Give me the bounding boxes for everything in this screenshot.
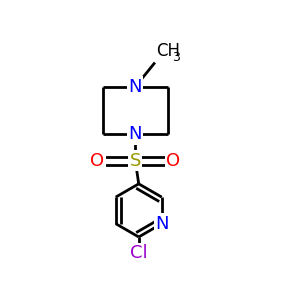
Text: O: O bbox=[166, 152, 180, 170]
Text: N: N bbox=[128, 125, 142, 143]
Text: S: S bbox=[130, 152, 141, 170]
Text: N: N bbox=[128, 78, 142, 96]
Text: N: N bbox=[155, 215, 169, 233]
Text: 3: 3 bbox=[172, 51, 180, 64]
Text: Cl: Cl bbox=[130, 244, 148, 262]
Text: CH: CH bbox=[156, 42, 180, 60]
Text: O: O bbox=[90, 152, 104, 170]
